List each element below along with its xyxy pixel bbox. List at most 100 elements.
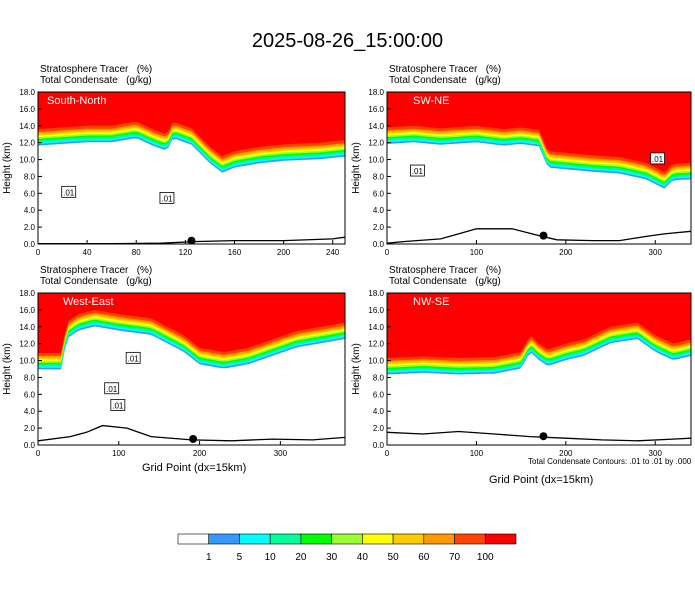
panel-header-nwse-line2: Total Condensate (g/kg)	[389, 276, 501, 287]
y-tick-label: 16.0	[368, 306, 384, 315]
panel-label: SW-NE	[413, 95, 449, 107]
y-axis-title: Height (km)	[2, 142, 13, 194]
x-tick-label: 0	[36, 449, 41, 458]
colorbar-swatch-6	[362, 533, 394, 545]
plot-area-south-north: .01 .01	[38, 92, 345, 244]
x-tick-label: 100	[112, 449, 126, 458]
contour-label-box	[409, 164, 425, 177]
y-tick-label: 6.0	[24, 189, 36, 198]
colorbar-swatch-8	[423, 533, 455, 545]
panel-header-sn-line2: Total Condensate (g/kg)	[40, 75, 152, 86]
colorbar-label: 70	[449, 552, 461, 563]
y-tick-label: 10.0	[19, 357, 35, 366]
contour-label: .01	[106, 385, 118, 394]
y-tick-label: 2.0	[24, 223, 36, 232]
contour-label: .01	[161, 194, 173, 203]
colorbar-swatch-4	[300, 533, 332, 545]
plot-frame-sw-ne	[386, 91, 692, 245]
y-tick-label: 4.0	[373, 407, 385, 416]
contour-label: .01	[412, 167, 424, 176]
x-tick-label: 40	[83, 248, 92, 257]
figure-title: 2025-08-26_15:00:00	[251, 30, 444, 52]
y-tick-label: 10.0	[368, 156, 384, 165]
x-tick-label: 100	[470, 449, 484, 458]
colorbar-swatch-7	[392, 533, 425, 545]
y-tick-label: 16.0	[19, 306, 35, 315]
y-tick-label: 4.0	[24, 206, 36, 215]
panel-west-east: .01 .01 .01 West-East 0.0 2.0 4.0 6.0 8.0 10.0 12.…	[2, 289, 346, 458]
x-tick-label: 0	[36, 248, 41, 257]
colorbar-label: 30	[326, 552, 338, 563]
panel-south-north: .01 .01 South-North 0.0 2.0 4.0 6.0 8.0 10.0 12.0…	[2, 88, 346, 257]
panel-header-we-line1: Stratosphere Tracer (%)	[40, 265, 153, 276]
colorbar-swatch-3	[269, 533, 302, 545]
plot-area-nw-se	[387, 293, 691, 442]
y-axis-title: Height (km)	[351, 142, 362, 194]
panel-nw-se: NW-SE 0.0 2.0 4.0 6.0 8.0 10.0 12.0 14.0 16.0 18.0…	[351, 289, 692, 458]
plot-area-sw-ne: .01 .01	[387, 92, 691, 244]
x-tick-label: 300	[274, 449, 288, 458]
colorbar-swatch-2	[239, 533, 271, 545]
y-tick-label: 8.0	[373, 373, 385, 382]
x-tick-label: 200	[559, 248, 573, 257]
y-tick-label: 4.0	[373, 206, 385, 215]
plot-frame-nw-se	[386, 292, 692, 446]
plot-frame-south-north	[37, 91, 346, 245]
colorbar: 1 5 10 20 30 40 50 60 70 100	[177, 533, 517, 563]
terrain-line	[387, 430, 691, 442]
location-marker	[187, 236, 196, 244]
panel-header-swne-line1: Stratosphere Tracer (%)	[389, 64, 502, 75]
location-marker	[539, 432, 548, 441]
colorbar-swatch-5	[331, 533, 363, 545]
colorbar-swatch-0	[177, 533, 210, 545]
contour-label-box	[61, 185, 77, 198]
y-tick-label: 18.0	[19, 289, 35, 298]
colorbar-label: 20	[295, 552, 307, 563]
contour-label-box	[650, 152, 665, 165]
panel-header-we-line2: Total Condensate (g/kg)	[40, 276, 152, 287]
y-tick-label: 0.0	[24, 441, 36, 450]
x-tick-label: 160	[228, 248, 242, 257]
contour-label: .01	[112, 401, 124, 410]
colorbar-swatch-9	[454, 533, 486, 545]
colorbar-label: 40	[357, 552, 369, 563]
y-tick-label: 8.0	[24, 373, 36, 382]
plot-area-west-east: .01 .01 .01	[38, 293, 345, 443]
y-tick-label: 14.0	[19, 323, 35, 332]
contour-label: .01	[652, 155, 664, 164]
tracer-band-level-0	[387, 293, 691, 358]
y-tick-label: 6.0	[373, 390, 385, 399]
y-tick-label: 0.0	[373, 441, 385, 450]
y-tick-label: 12.0	[19, 139, 35, 148]
y-tick-label: 2.0	[373, 223, 385, 232]
y-tick-label: 18.0	[19, 88, 35, 97]
x-axis-title-left: Grid Point (dx=15km)	[142, 462, 247, 474]
x-tick-label: 200	[277, 248, 291, 257]
terrain-line	[387, 228, 691, 244]
tracer-band-level-0	[38, 92, 345, 157]
location-marker	[539, 231, 548, 240]
x-tick-label: 80	[132, 248, 141, 257]
y-tick-label: 14.0	[368, 323, 384, 332]
colorbar-label: 100	[477, 552, 494, 563]
contour-note: Total Condensate Contours: .01 to .01 by…	[528, 457, 692, 466]
panel-header-nwse-line1: Stratosphere Tracer (%)	[389, 265, 502, 276]
panel-header-swne-line2: Total Condensate (g/kg)	[389, 75, 501, 86]
terrain-line	[38, 424, 345, 442]
y-tick-label: 10.0	[368, 357, 384, 366]
colorbar-label: 10	[265, 552, 277, 563]
y-tick-label: 12.0	[368, 139, 384, 148]
x-tick-label: 300	[649, 248, 663, 257]
colorbar-label: 50	[388, 552, 400, 563]
x-tick-label: 200	[193, 449, 207, 458]
y-tick-label: 12.0	[19, 340, 35, 349]
y-tick-label: 10.0	[19, 156, 35, 165]
y-tick-label: 6.0	[24, 390, 36, 399]
colorbar-label: 1	[206, 552, 212, 563]
y-tick-label: 6.0	[373, 189, 385, 198]
y-tick-label: 16.0	[368, 105, 384, 114]
panel-sw-ne: .01 .01 SW-NE 0.0 2.0 4.0 6.0 8.0 10.0 12.0 14.0 16…	[351, 88, 692, 257]
y-tick-label: 14.0	[368, 122, 384, 131]
colorbar-swatch-1	[208, 533, 240, 545]
